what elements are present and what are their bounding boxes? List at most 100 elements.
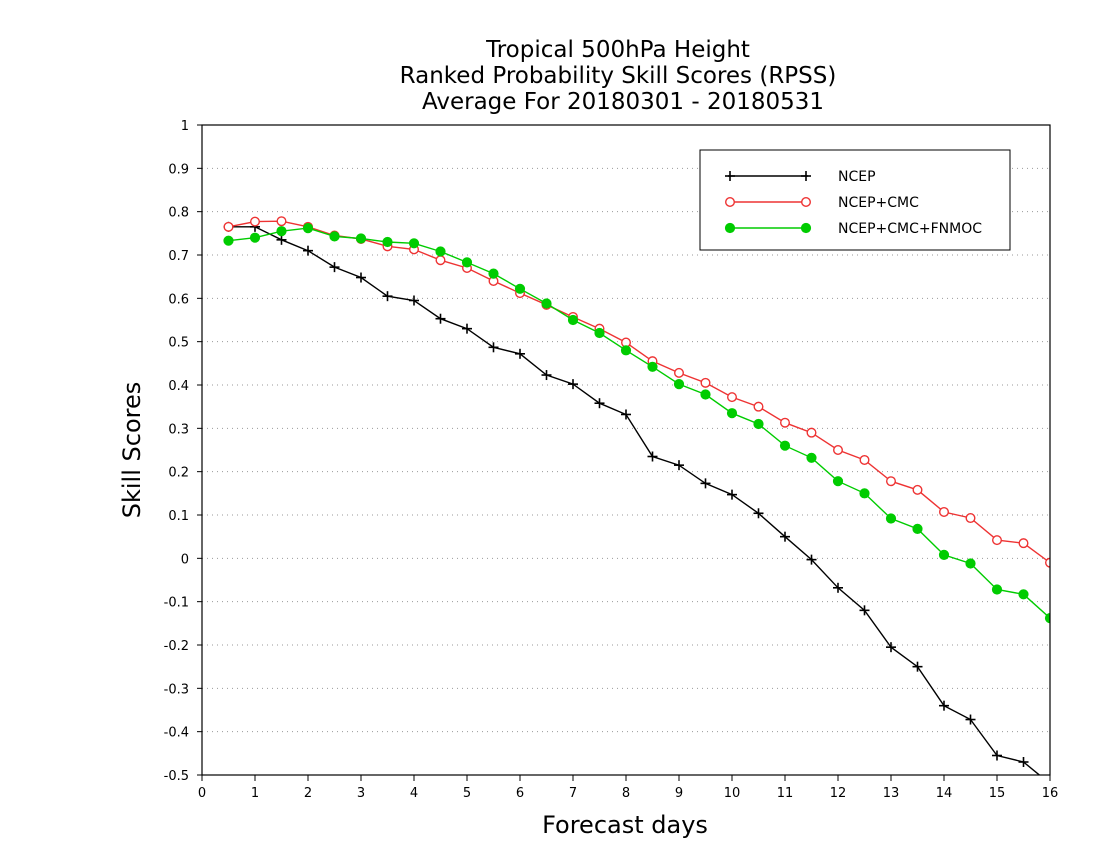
- data-point: [674, 367, 685, 378]
- y-tick-label: 0.3: [168, 422, 189, 437]
- data-point: [912, 484, 923, 495]
- x-tick-label: 15: [989, 786, 1006, 801]
- data-point: [700, 377, 711, 388]
- data-point: [223, 235, 234, 246]
- data-point: [541, 370, 552, 381]
- title-line-3: Average For 20180301 - 20180531: [422, 89, 824, 115]
- data-point: [859, 605, 870, 616]
- legend-item: NCEP+CMC: [725, 195, 919, 211]
- data-point: [939, 506, 950, 517]
- data-point: [302, 223, 314, 234]
- data-point: [938, 549, 950, 560]
- data-point: [939, 700, 949, 711]
- data-point: [223, 221, 234, 232]
- data-point: [567, 314, 579, 326]
- x-tick-label: 7: [569, 786, 577, 801]
- data-point: [435, 255, 446, 266]
- data-point: [488, 342, 499, 353]
- data-point: [1018, 589, 1029, 600]
- series-ncep-cmc-fnmoc: [223, 223, 1050, 624]
- data-point: [912, 661, 923, 672]
- y-tick-label: -0.1: [164, 596, 189, 611]
- data-point: [859, 454, 870, 465]
- data-point: [356, 272, 366, 283]
- data-point: [462, 323, 472, 334]
- data-point: [249, 232, 261, 243]
- y-axis-label: Skill Scores: [118, 382, 146, 519]
- data-point: [568, 379, 578, 390]
- series-ncep-cmc: [223, 216, 1050, 568]
- x-tick-label: 14: [936, 786, 953, 801]
- data-point: [249, 216, 260, 227]
- series-line: [228, 226, 1041, 775]
- data-point: [621, 409, 631, 420]
- x-tick-label: 9: [675, 786, 683, 801]
- data-point: [859, 488, 870, 499]
- data-point: [885, 513, 897, 524]
- data-point: [620, 345, 632, 356]
- data-point: [725, 196, 736, 207]
- series-line: [228, 220, 1050, 564]
- x-tick-label: 11: [777, 786, 794, 801]
- legend-box: [699, 149, 1011, 251]
- y-tick-label: -0.5: [164, 769, 189, 784]
- data-point: [886, 476, 897, 487]
- data-point: [276, 226, 287, 237]
- data-point: [1018, 538, 1029, 549]
- data-point: [727, 489, 737, 500]
- x-tick-label: 1: [251, 786, 259, 801]
- data-point: [780, 531, 790, 542]
- y-tick-label: -0.3: [164, 682, 189, 697]
- data-point: [303, 245, 313, 256]
- data-point: [724, 222, 736, 234]
- data-point: [965, 513, 976, 524]
- data-point: [382, 236, 393, 248]
- legend-label: NCEP+CMC: [838, 195, 919, 211]
- x-tick-label: 10: [724, 786, 741, 801]
- x-tick-label: 8: [622, 786, 630, 801]
- legend: NCEP NCEP+CMC NCEP+CMC+FNMOC: [699, 149, 1011, 251]
- x-axis-label: Forecast days: [542, 811, 708, 839]
- data-point: [276, 216, 287, 227]
- y-tick-label: -0.4: [164, 726, 189, 741]
- chart-title: Tropical 500hPa Height Ranked Probabilit…: [400, 37, 837, 115]
- series-ncep: [223, 221, 1041, 775]
- data-point: [514, 283, 526, 294]
- data-point: [700, 389, 711, 400]
- data-point: [329, 231, 340, 242]
- data-point: [965, 558, 976, 569]
- x-tick-label: 16: [1042, 786, 1059, 801]
- data-point: [965, 714, 976, 725]
- data-point: [435, 246, 446, 257]
- data-point: [541, 298, 552, 309]
- x-tick-label: 4: [410, 786, 418, 801]
- y-tick-label: 0.2: [168, 466, 189, 481]
- data-point: [832, 476, 844, 487]
- data-point: [833, 582, 843, 593]
- data-point: [594, 327, 605, 339]
- data-point: [800, 222, 812, 234]
- y-tick-label: 0.7: [168, 249, 189, 264]
- data-point: [753, 401, 764, 412]
- data-point: [833, 445, 844, 456]
- data-point: [726, 408, 738, 419]
- data-point: [780, 417, 791, 428]
- data-point: [725, 171, 735, 181]
- data-point: [753, 418, 764, 430]
- data-point: [409, 295, 419, 306]
- series-layer: [223, 216, 1050, 775]
- x-tick-label: 6: [516, 786, 524, 801]
- x-axis: 0 1 2 3 4 5 6 7 8 9 10 11 12 13 14 15 16: [198, 775, 1058, 801]
- data-point: [912, 523, 923, 534]
- x-tick-label: 5: [463, 786, 471, 801]
- grid-lines: [202, 167, 1050, 733]
- legend-label: NCEP: [838, 169, 876, 185]
- data-point: [673, 379, 685, 390]
- x-tick-label: 12: [830, 786, 847, 801]
- data-point: [647, 361, 658, 372]
- title-line-2: Ranked Probability Skill Scores (RPSS): [400, 63, 837, 89]
- legend-item: NCEP: [725, 169, 876, 185]
- y-tick-label: 0.4: [168, 379, 189, 394]
- data-point: [992, 535, 1003, 546]
